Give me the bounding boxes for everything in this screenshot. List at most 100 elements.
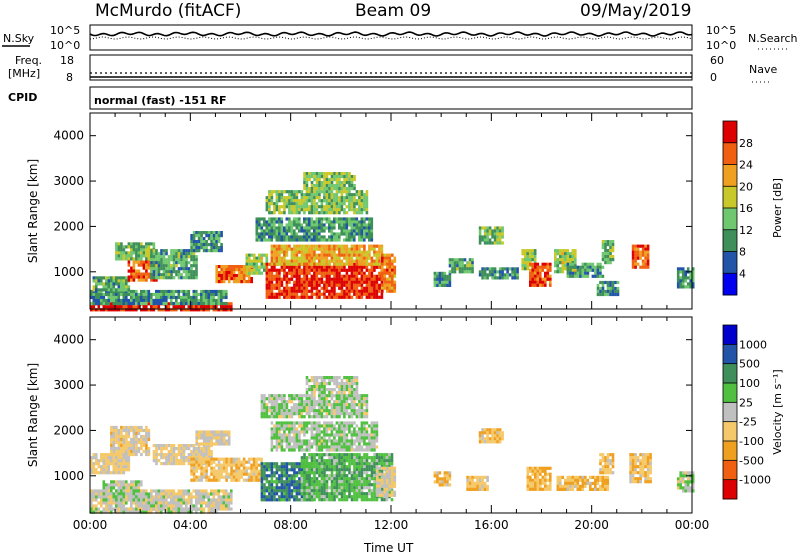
velocity-cell bbox=[220, 472, 223, 476]
power-cell bbox=[157, 301, 161, 306]
velocity-cell bbox=[202, 439, 206, 443]
velocity-cell bbox=[263, 465, 266, 469]
power-cell bbox=[388, 283, 392, 287]
power-cell bbox=[345, 220, 349, 224]
power-cell bbox=[260, 256, 264, 260]
power-echo-region bbox=[190, 231, 223, 253]
velocity-cell bbox=[242, 457, 246, 461]
velocity-cell bbox=[150, 492, 153, 496]
velocity-cell bbox=[112, 431, 116, 436]
velocity-cell bbox=[310, 486, 314, 490]
power-cell bbox=[150, 252, 153, 256]
velocity-cell bbox=[140, 437, 143, 442]
power-cell bbox=[529, 283, 532, 287]
velocity-cell bbox=[260, 498, 264, 502]
power-cell bbox=[217, 240, 221, 244]
velocity-cell bbox=[195, 478, 198, 482]
velocity-cell bbox=[145, 428, 148, 433]
power-cell bbox=[360, 202, 364, 206]
velocity-cell bbox=[227, 442, 231, 446]
velocity-cell bbox=[115, 504, 118, 508]
power-cell bbox=[300, 286, 304, 290]
velocity-cell bbox=[177, 507, 181, 511]
velocity-cell bbox=[343, 465, 346, 469]
power-cell bbox=[498, 235, 502, 239]
velocity-cell bbox=[340, 474, 344, 478]
power-cell bbox=[295, 232, 299, 236]
power-cell bbox=[360, 211, 364, 215]
power-cell bbox=[340, 262, 344, 266]
power-cell bbox=[190, 243, 193, 247]
power-cell bbox=[348, 265, 351, 269]
power-cell bbox=[202, 308, 206, 312]
velocity-cell bbox=[305, 459, 309, 463]
power-cell bbox=[195, 264, 198, 268]
velocity-cell bbox=[220, 433, 223, 437]
power-cell bbox=[217, 308, 221, 312]
power-cell bbox=[375, 265, 379, 269]
velocity-cell bbox=[242, 472, 246, 476]
velocity-cell bbox=[130, 489, 133, 493]
power-cell bbox=[328, 220, 331, 224]
power-cell bbox=[290, 199, 294, 203]
power-cell bbox=[388, 271, 392, 275]
power-cell bbox=[363, 193, 366, 197]
power-cell bbox=[167, 270, 171, 274]
power-cell bbox=[280, 190, 284, 194]
power-cell bbox=[215, 240, 218, 244]
power-cell bbox=[358, 190, 361, 194]
power-cell bbox=[162, 273, 166, 277]
velocity-cell bbox=[112, 437, 116, 442]
power-cell bbox=[200, 240, 203, 244]
velocity-cell bbox=[320, 492, 324, 496]
power-cell bbox=[310, 181, 314, 185]
velocity-cell bbox=[325, 486, 329, 490]
power-cell bbox=[676, 279, 680, 283]
power-cell bbox=[330, 184, 334, 188]
power-cell bbox=[478, 270, 482, 274]
velocity-cell bbox=[212, 478, 216, 482]
velocity-cell bbox=[283, 489, 286, 493]
velocity-cell bbox=[122, 468, 126, 472]
power-cell bbox=[117, 245, 121, 249]
power-cell bbox=[165, 308, 168, 312]
power-cell bbox=[370, 256, 374, 260]
power-cell bbox=[679, 279, 682, 283]
power-cell bbox=[132, 257, 136, 261]
power-cell bbox=[107, 276, 111, 280]
power-cell bbox=[310, 184, 314, 188]
power-cell bbox=[531, 265, 535, 269]
power-cell bbox=[511, 273, 514, 277]
power-cell bbox=[230, 271, 233, 275]
power-cell bbox=[215, 274, 218, 278]
power-cell bbox=[330, 205, 334, 209]
power-cell bbox=[295, 199, 299, 203]
power-cell bbox=[330, 175, 334, 179]
velocity-cell bbox=[165, 498, 168, 502]
velocity-cell bbox=[205, 489, 208, 493]
velocity-cell bbox=[328, 456, 331, 460]
power-cell bbox=[155, 267, 158, 271]
velocity-cell bbox=[142, 489, 146, 493]
velocity-echo-region bbox=[190, 457, 263, 482]
power-cell bbox=[255, 223, 259, 227]
velocity-cell bbox=[195, 507, 198, 511]
power-cell bbox=[468, 267, 472, 271]
velocity-cell bbox=[303, 489, 306, 493]
power-cell bbox=[152, 252, 156, 256]
velocity-cell bbox=[220, 475, 223, 479]
power-cell bbox=[290, 289, 294, 293]
velocity-cell bbox=[227, 472, 231, 476]
power-cell bbox=[353, 229, 356, 233]
velocity-cell bbox=[107, 453, 111, 457]
power-cell bbox=[561, 255, 565, 259]
velocity-cell bbox=[290, 474, 294, 478]
velocity-cell bbox=[263, 462, 266, 466]
power-cell bbox=[318, 187, 321, 191]
power-cell bbox=[596, 271, 600, 275]
power-cell bbox=[230, 308, 233, 312]
power-cell bbox=[313, 175, 316, 179]
velocity-cell bbox=[197, 489, 201, 493]
power-cell bbox=[205, 295, 208, 300]
power-cell bbox=[363, 202, 366, 206]
